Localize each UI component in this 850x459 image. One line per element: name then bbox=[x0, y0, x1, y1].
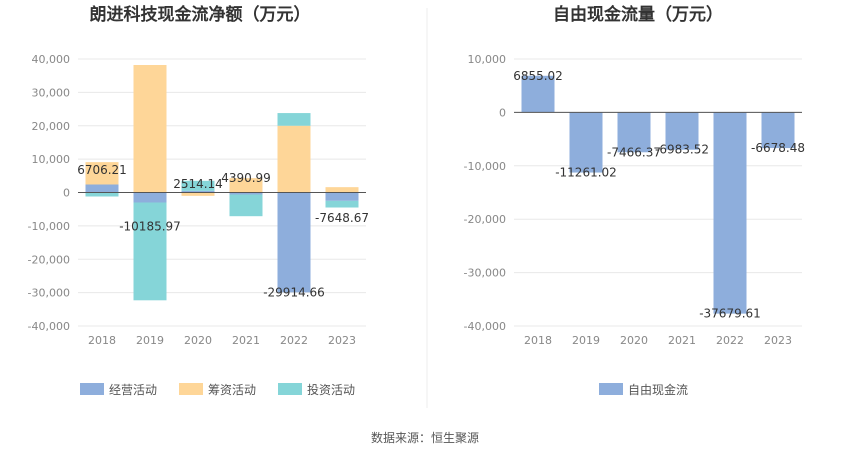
x-tick-label: 2021 bbox=[232, 334, 260, 347]
x-tick-label: 2019 bbox=[572, 334, 600, 347]
bar-投资活动-2018 bbox=[85, 192, 119, 197]
chart-title: 自由现金流量（万元） bbox=[553, 4, 723, 25]
bar-投资活动-2023 bbox=[325, 200, 359, 208]
bar-经营活动-2018 bbox=[85, 184, 119, 193]
data-label: -6983.52 bbox=[655, 143, 709, 157]
legend-swatch bbox=[80, 383, 104, 395]
source-note: 数据来源：恒生聚源 bbox=[371, 430, 479, 445]
y-tick-label: -20,000 bbox=[28, 253, 70, 266]
bar-筹资活动-2018 bbox=[85, 162, 119, 185]
x-tick-label: 2023 bbox=[764, 334, 792, 347]
data-label: -37679.61 bbox=[699, 307, 761, 321]
x-tick-label: 2020 bbox=[184, 334, 212, 347]
legend-label: 筹资活动 bbox=[208, 383, 256, 397]
y-tick-label: 30,000 bbox=[32, 86, 71, 99]
data-label: -6678.48 bbox=[751, 141, 805, 155]
data-label: 4390.99 bbox=[221, 171, 271, 185]
chart-title: 朗进科技现金流净额（万元） bbox=[90, 4, 311, 25]
bar-自由现金流-2020 bbox=[617, 112, 651, 153]
data-label: -10185.97 bbox=[119, 219, 181, 233]
legend-label: 自由现金流 bbox=[628, 382, 688, 397]
data-label: 2514.14 bbox=[173, 177, 223, 191]
bar-投资活动-2019 bbox=[133, 202, 167, 301]
bar-经营活动-2019 bbox=[133, 192, 167, 203]
y-tick-label: -10,000 bbox=[464, 160, 506, 173]
x-tick-label: 2020 bbox=[620, 334, 648, 347]
data-label: -7466.37 bbox=[607, 145, 661, 159]
y-tick-label: -40,000 bbox=[464, 320, 506, 333]
x-tick-label: 2022 bbox=[280, 334, 308, 347]
legend: 自由现金流 bbox=[599, 382, 688, 397]
bar-筹资活动-2020 bbox=[181, 192, 215, 196]
y-axis-ticks: -40,000 -30,000 -20,000 -10,000 0 10,000 20,00… bbox=[28, 53, 70, 333]
data-label: -7648.67 bbox=[315, 211, 369, 225]
bar-筹资活动-2023 bbox=[325, 187, 359, 193]
bars bbox=[514, 75, 802, 314]
legend-label: 经营活动 bbox=[109, 383, 157, 397]
bar-自由现金流-2023 bbox=[761, 112, 795, 149]
bar-经营活动-2020 bbox=[181, 190, 215, 193]
bar-经营活动-2021 bbox=[229, 192, 263, 195]
x-tick-label: 2018 bbox=[88, 334, 116, 347]
data-label: -11261.02 bbox=[555, 166, 617, 180]
bar-筹资活动-2019 bbox=[133, 65, 167, 193]
bar-自由现金流-2021 bbox=[665, 112, 699, 150]
y-tick-label: 0 bbox=[63, 187, 70, 200]
y-tick-label: 0 bbox=[499, 106, 506, 119]
gridlines bbox=[514, 58, 802, 327]
bar-投资活动-2022 bbox=[277, 113, 311, 126]
y-tick-label: -30,000 bbox=[464, 267, 506, 280]
data-label: 6855.02 bbox=[513, 69, 563, 83]
bar-经营活动-2023 bbox=[325, 192, 359, 201]
x-tick-label: 2023 bbox=[328, 334, 356, 347]
free-cash-flow-chart: 自由现金流量（万元） -40,000 -30,000 -20,000 -10,000 0… bbox=[464, 4, 805, 397]
x-tick-label: 2022 bbox=[716, 334, 744, 347]
y-tick-label: -40,000 bbox=[28, 320, 70, 333]
y-axis-ticks: -40,000 -30,000 -20,000 -10,000 0 10,000 bbox=[464, 53, 506, 333]
bar-筹资活动-2021 bbox=[229, 178, 263, 193]
legend-swatch bbox=[599, 383, 623, 395]
legend-swatch bbox=[278, 383, 302, 395]
y-tick-label: 10,000 bbox=[32, 153, 71, 166]
y-tick-label: 20,000 bbox=[32, 120, 71, 133]
y-tick-label: -20,000 bbox=[464, 213, 506, 226]
x-axis-ticks: 2018 2019 2020 2021 2022 2023 bbox=[88, 334, 356, 347]
bars bbox=[78, 65, 366, 301]
x-tick-label: 2018 bbox=[524, 334, 552, 347]
legend-label: 投资活动 bbox=[307, 382, 355, 397]
bar-自由现金流-2018 bbox=[521, 75, 555, 113]
legend: 经营活动 筹资活动 投资活动 bbox=[80, 382, 355, 397]
data-label: -29914.66 bbox=[263, 285, 325, 299]
legend-swatch bbox=[179, 383, 203, 395]
y-tick-label: -30,000 bbox=[28, 287, 70, 300]
bar-投资活动-2020 bbox=[181, 180, 215, 191]
bar-经营活动-2022 bbox=[277, 192, 311, 293]
y-tick-label: -10,000 bbox=[28, 220, 70, 233]
x-tick-label: 2021 bbox=[668, 334, 696, 347]
y-tick-label: 10,000 bbox=[468, 53, 507, 66]
data-labels: 6855.02 -11261.02 -7466.37-6983.52 -37679.6… bbox=[513, 69, 805, 321]
x-tick-label: 2019 bbox=[136, 334, 164, 347]
y-tick-label: 40,000 bbox=[32, 53, 71, 66]
x-axis-ticks: 2018 2019 2020 2021 2022 2023 bbox=[524, 334, 792, 347]
net-cash-flow-chart: 朗进科技现金流净额（万元） -40,000 -30,000 -20,000 -10,0… bbox=[28, 4, 369, 397]
bar-投资活动-2021 bbox=[229, 194, 263, 217]
bar-自由现金流-2022 bbox=[713, 112, 747, 314]
bar-筹资活动-2022 bbox=[277, 125, 311, 193]
bar-自由现金流-2019 bbox=[569, 112, 603, 173]
data-label: 6706.21 bbox=[77, 163, 127, 177]
